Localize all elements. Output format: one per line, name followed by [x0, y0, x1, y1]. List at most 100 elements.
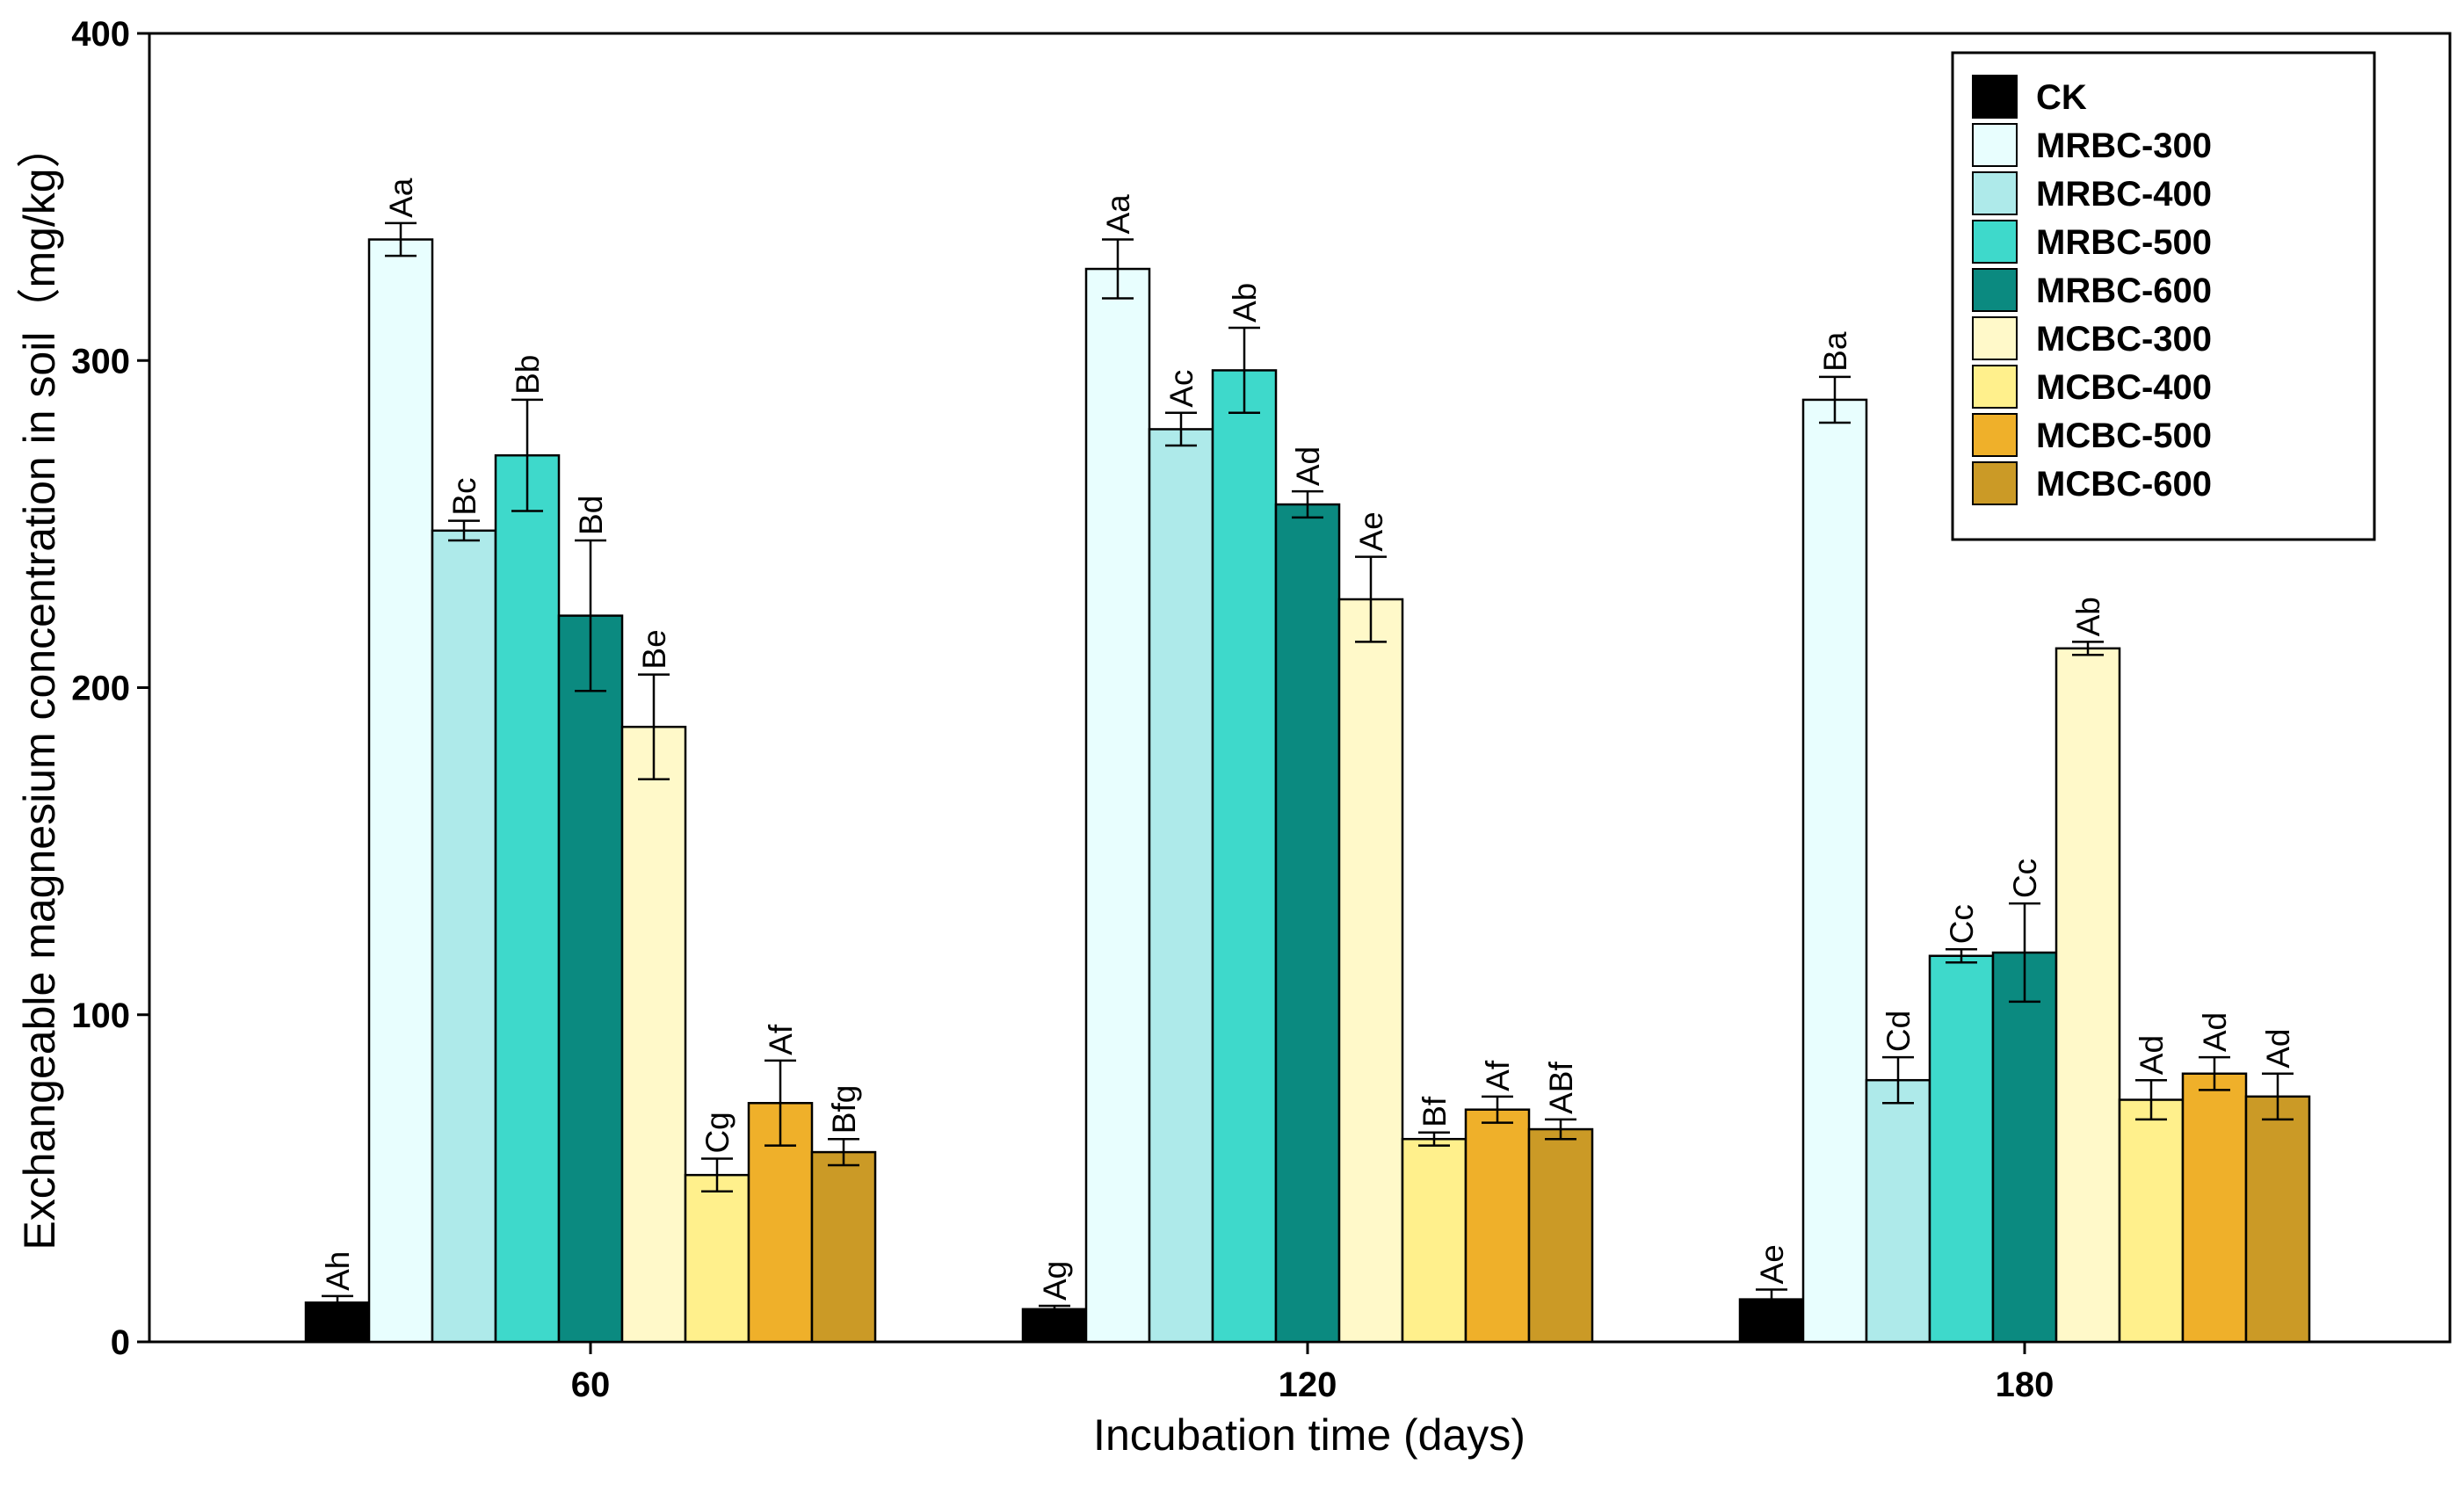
bar	[1148, 428, 1214, 1344]
legend-label: MCBC-300	[2036, 320, 2212, 359]
bar-label: Bc	[446, 477, 482, 515]
bar-label: Ab	[1227, 283, 1263, 323]
y-axis-title: Exchangeable magnesium concentration in …	[15, 124, 64, 1250]
error-bar	[1039, 1304, 1070, 1314]
bar-label: Ae	[1353, 511, 1389, 551]
bar-label: Ac	[1163, 370, 1199, 408]
bar	[810, 1150, 877, 1344]
legend-swatch	[1972, 268, 2018, 312]
y-tick-label: 400	[71, 15, 130, 54]
bar-label: Bf	[1417, 1096, 1453, 1127]
error-bar	[511, 398, 543, 512]
error-bar	[2009, 902, 2040, 1004]
bar-label: Ad	[2197, 1012, 2233, 1052]
bar-label: Bfg	[826, 1085, 862, 1134]
y-tick-label: 200	[71, 670, 130, 708]
bar-label: Cc	[1944, 904, 1980, 944]
x-axis-title: Incubation time (days)	[1093, 1410, 1526, 1460]
error-bar	[1482, 1095, 1513, 1124]
bar-label: Bd	[573, 496, 609, 535]
bar	[557, 614, 624, 1344]
legend-label: MCBC-400	[2036, 368, 2212, 407]
legend-swatch	[1972, 413, 2018, 457]
error-bar	[385, 221, 417, 257]
bar-label: Cg	[699, 1112, 736, 1153]
bar	[2181, 1072, 2248, 1344]
error-bar	[1165, 411, 1197, 447]
bar-label: ABf	[1543, 1062, 1579, 1114]
legend-label: MCBC-500	[2036, 417, 2212, 455]
bar-label: Ad	[1290, 446, 1326, 486]
y-tick-label: 300	[71, 342, 130, 380]
legend-swatch	[1972, 316, 2018, 360]
bar	[1928, 954, 1995, 1344]
bar	[1337, 598, 1404, 1344]
error-bar	[2199, 1055, 2230, 1091]
error-bar	[1946, 948, 1977, 964]
bar	[1801, 398, 1868, 1344]
bar	[684, 1173, 750, 1344]
bar	[620, 725, 687, 1344]
bar-label: Cd	[1881, 1011, 1917, 1052]
bar-label: Ad	[2134, 1035, 2170, 1075]
bar-label: Af	[1480, 1060, 1516, 1091]
bar	[494, 453, 561, 1344]
y-tick-label: 100	[71, 997, 130, 1035]
bar	[1401, 1137, 1468, 1344]
bar-label: Cc	[2007, 859, 2043, 898]
legend-frame	[1951, 51, 2376, 541]
bar-label: Aa	[383, 178, 419, 218]
bar	[1464, 1108, 1531, 1344]
error-bar	[828, 1137, 859, 1167]
legend-swatch	[1972, 171, 2018, 215]
bar	[1274, 503, 1341, 1344]
error-bar	[765, 1059, 796, 1147]
bar-labels: Ah Ag Ae Aa Aa Ba Bc Ac Cd Bb Ab Cc Bd Ad Cc Be Ae Ab Cg Bf…	[320, 178, 2296, 1301]
bar-label: Bb	[510, 355, 546, 395]
legend-label: MRBC-400	[2036, 175, 2212, 214]
bar-label: Ag	[1037, 1261, 1073, 1301]
legend-swatch	[1972, 123, 2018, 167]
bar-label: Ba	[1817, 331, 1853, 372]
error-bar	[1292, 489, 1323, 519]
x-tick-label: 120	[1279, 1366, 1337, 1404]
bar-label: Af	[763, 1024, 799, 1055]
legend: CK MRBC-300 MRBC-400 MRBC-500 MRBC-600 MCBC-3…	[1951, 51, 2376, 541]
error-bar	[1756, 1288, 1787, 1311]
x-tick-label: 60	[571, 1366, 611, 1404]
error-bar	[2072, 641, 2104, 656]
legend-label: MRBC-300	[2036, 127, 2212, 165]
bar	[2118, 1098, 2185, 1344]
bar	[2244, 1095, 2311, 1344]
bar	[1865, 1078, 1931, 1344]
error-bar	[1882, 1055, 1914, 1105]
error-bar	[1545, 1118, 1576, 1141]
error-bar	[448, 519, 480, 542]
bar-series	[304, 221, 2311, 1344]
bar	[1084, 267, 1151, 1344]
legend-swatch	[1972, 365, 2018, 409]
y-tick-label: 0	[111, 1323, 130, 1362]
x-axis: 60 120 180	[571, 1342, 2055, 1404]
error-bar	[322, 1294, 353, 1311]
legend-swatch	[1972, 220, 2018, 264]
error-bar	[1819, 375, 1851, 424]
bar	[1021, 1308, 1088, 1344]
error-bar	[701, 1157, 733, 1193]
error-bar	[575, 539, 606, 692]
bar	[1211, 369, 1278, 1344]
x-tick-label: 180	[1996, 1366, 2055, 1404]
error-bar	[1102, 238, 1134, 300]
bar-label: Ad	[2260, 1028, 2296, 1068]
legend-swatch	[1972, 75, 2018, 119]
legend-label: MRBC-500	[2036, 223, 2212, 262]
bar-label: Ae	[1754, 1244, 1790, 1284]
legend-label: MCBC-600	[2036, 465, 2212, 504]
bar	[1991, 951, 2058, 1344]
legend-label: MRBC-600	[2036, 272, 2212, 310]
error-bar	[1418, 1131, 1450, 1147]
bar-label: Aa	[1100, 194, 1136, 235]
error-bar	[2262, 1072, 2294, 1121]
bar-label: Be	[636, 629, 672, 669]
